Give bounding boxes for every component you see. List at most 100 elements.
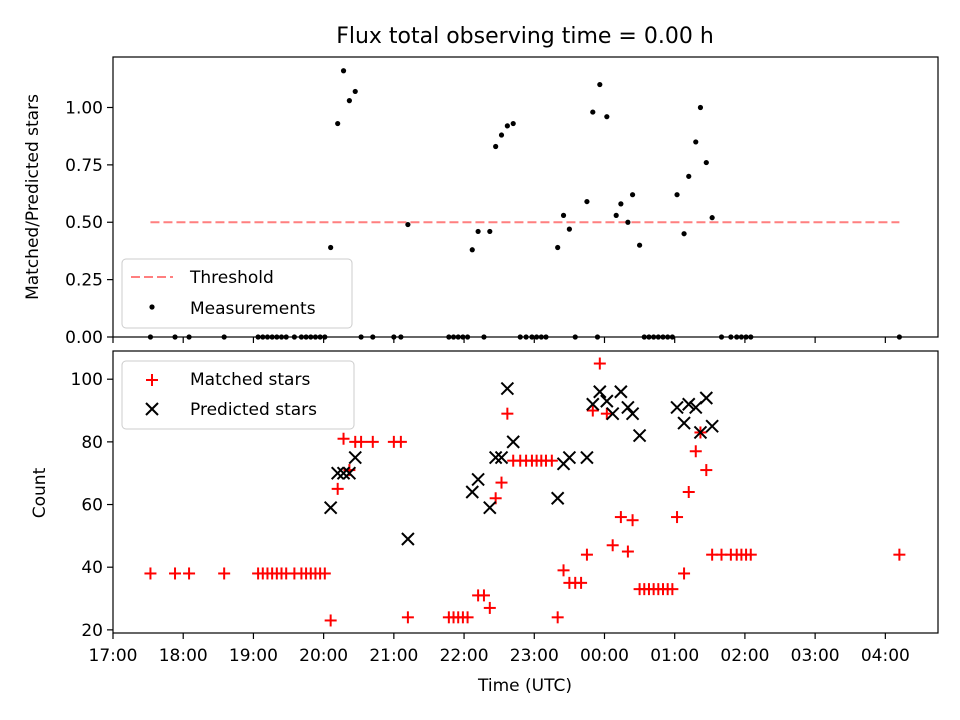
measurement-point	[493, 143, 499, 150]
measurement-point	[358, 334, 364, 340]
measurement-point	[335, 120, 341, 127]
predicted-star-point	[494, 450, 509, 465]
top-legend: Threshold Measurements	[121, 258, 353, 329]
measurement-point	[594, 334, 601, 340]
top-y-axis-label: Matched/Predicted stars	[23, 94, 43, 300]
measurement-point	[709, 215, 715, 221]
measurement-point	[370, 334, 376, 340]
predicted-star-point	[465, 485, 479, 499]
matched-star-point	[366, 435, 379, 448]
measurement-point	[312, 334, 319, 340]
top-chart-title: Flux total observing time = 0.00 h	[336, 24, 714, 49]
measurement-point	[625, 219, 631, 225]
measurement-point	[303, 334, 309, 340]
predicted-star-point	[488, 450, 503, 465]
measurement-point	[718, 334, 725, 340]
measurement-point	[510, 120, 516, 127]
measurement-point	[555, 244, 561, 251]
measurement-point	[560, 212, 567, 218]
predicted-star-point	[632, 428, 647, 443]
x-tick-label: 21:00	[369, 646, 418, 666]
measurement-point	[481, 334, 487, 340]
measurement-point	[352, 88, 358, 95]
top-y-tick-label: 0.75	[65, 156, 103, 176]
measurement-point	[469, 247, 475, 253]
predicted-star-point	[621, 400, 635, 415]
matched-star-point	[666, 583, 679, 596]
bottom-y-tick-label: 60	[81, 496, 103, 516]
x-tick-label: 04:00	[861, 646, 910, 666]
measurement-point	[317, 334, 323, 340]
measurement-point	[291, 334, 297, 340]
predicted-star-point	[471, 472, 485, 487]
matched-star-point	[461, 611, 474, 624]
matched-star-point	[183, 567, 196, 580]
matched-star-point	[575, 576, 588, 589]
measurement-point	[604, 114, 610, 120]
predicted-star-point	[401, 532, 415, 546]
predicted-star-point	[670, 400, 684, 415]
measurement-point	[487, 228, 493, 235]
predicted-star-point	[483, 500, 497, 515]
x-axis-label: Time (UTC)	[477, 676, 572, 696]
measurement-point	[269, 334, 275, 340]
matched-star-point	[401, 611, 414, 624]
predicted-legend-label: Predicted stars	[190, 400, 317, 420]
x-tick-label: 18:00	[159, 646, 208, 666]
predicted-star-point	[562, 450, 577, 465]
x-tick-label: 19:00	[229, 646, 278, 666]
measurement-point	[186, 334, 192, 340]
top-y-tick-label: 0.25	[65, 271, 103, 291]
measurement-point	[681, 231, 687, 237]
bottom-x-ticks: 17:00 18:00 19:00 20:00 21:00 22:00 23:00 00:00…	[89, 633, 910, 666]
matched-legend-label: Matched stars	[190, 370, 310, 390]
matched-star-point	[600, 407, 613, 420]
matched-star-point	[893, 548, 906, 561]
matched-star-point	[483, 601, 496, 614]
matched-star-point	[218, 567, 231, 580]
measurement-point	[693, 139, 699, 145]
measurements-legend-swatch	[149, 304, 155, 310]
matched-star-point	[324, 614, 337, 627]
measurement-point	[221, 334, 227, 340]
x-tick-label: 01:00	[650, 646, 699, 666]
predicted-star-point	[677, 416, 691, 430]
predicted-stars-points	[323, 381, 719, 546]
measurement-point	[738, 334, 745, 340]
predicted-star-point	[336, 466, 351, 480]
measurement-point	[597, 81, 603, 88]
measurement-point	[613, 212, 619, 218]
measurement-point	[665, 334, 671, 340]
x-tick-label: 22:00	[440, 646, 489, 666]
matched-star-point	[495, 476, 508, 489]
top-legend-box	[121, 258, 353, 329]
matched-legend-swatch	[146, 374, 158, 386]
measurement-point	[636, 242, 643, 248]
matched-star-point	[744, 548, 757, 561]
measurement-point	[405, 221, 411, 228]
predicted-star-point	[600, 394, 614, 408]
measurement-point	[455, 334, 461, 340]
measurement-point	[260, 334, 266, 340]
predicted-star-point	[330, 466, 345, 480]
matched-star-point	[621, 545, 634, 558]
measurement-point	[529, 334, 535, 340]
measurement-point	[298, 334, 305, 340]
matched-star-point	[331, 482, 344, 495]
measurement-point	[283, 334, 289, 340]
measurement-point	[346, 98, 352, 104]
top-y-tick-label: 0.50	[65, 213, 103, 233]
measurement-point	[322, 334, 328, 340]
predicted-star-point	[605, 406, 620, 421]
measurement-point	[391, 334, 397, 340]
predicted-star-point	[506, 435, 520, 449]
matched-star-point	[501, 407, 514, 420]
matched-star-point	[606, 539, 619, 552]
measurements-legend-label: Measurements	[190, 299, 316, 319]
bottom-y-tick-label: 40	[81, 558, 103, 578]
measurement-point	[534, 334, 540, 340]
matched-star-point	[614, 511, 627, 524]
x-tick-label: 00:00	[580, 646, 629, 666]
measurement-point	[703, 159, 709, 166]
measurement-point	[655, 334, 661, 340]
